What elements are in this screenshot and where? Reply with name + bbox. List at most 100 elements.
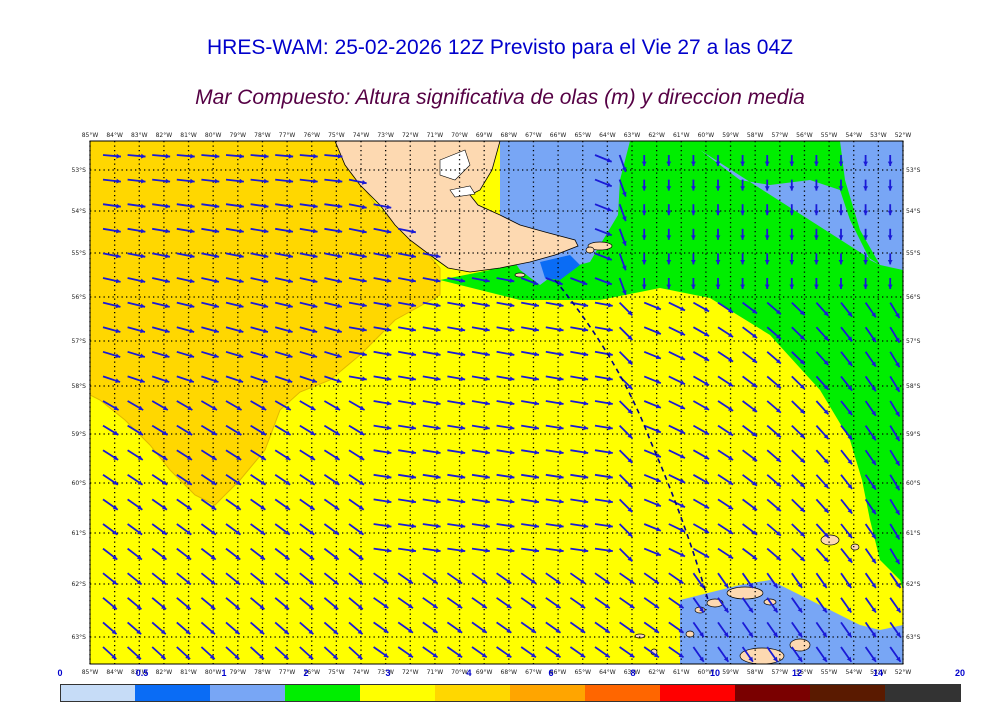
wave-arrow — [815, 449, 830, 465]
colorbar-segment-6 — [510, 684, 586, 701]
wave-arrow — [471, 621, 488, 634]
wave-arrow — [250, 375, 268, 383]
wave-arrow — [815, 400, 830, 415]
wave-arrow — [299, 449, 316, 461]
wave-arrow — [102, 400, 120, 411]
wave-arrow — [618, 351, 633, 366]
wave-arrow — [641, 278, 647, 289]
wave-arrow — [766, 523, 782, 537]
wave-arrow — [324, 153, 343, 159]
colorbar-segment-11 — [885, 684, 961, 701]
wave-arrow — [274, 350, 293, 359]
wave-arrow — [127, 621, 142, 635]
wave-arrow — [299, 523, 315, 536]
wave-arrow — [668, 326, 686, 336]
wave-arrow — [225, 572, 241, 586]
wave-arrow — [791, 646, 803, 663]
wave-arrow — [742, 523, 758, 536]
wave-arrow — [791, 572, 803, 589]
lon-label-bottom-3: 82°W — [156, 669, 173, 676]
wave-arrow — [201, 301, 220, 309]
wave-arrow — [225, 301, 244, 309]
colorbar-segment-5 — [435, 684, 511, 701]
wave-arrow — [814, 155, 819, 166]
wave-arrow — [176, 375, 195, 383]
wave-arrow — [618, 424, 633, 439]
wave-arrow — [496, 572, 512, 585]
wave-arrow — [201, 350, 219, 359]
wave-arrow — [889, 449, 901, 467]
wave-arrow — [496, 498, 515, 504]
wave-arrow — [643, 375, 662, 385]
wave-arrow — [666, 155, 672, 166]
wave-arrow — [766, 351, 782, 365]
wave-arrow — [889, 597, 902, 614]
wave-arrow — [397, 572, 414, 585]
wave-arrow — [422, 547, 441, 553]
wave-arrow — [471, 326, 490, 332]
wave-arrow — [545, 597, 562, 609]
wave-arrow — [840, 375, 853, 392]
wave-arrow — [422, 498, 441, 504]
wave-arrow — [717, 449, 734, 461]
wave-arrow — [840, 646, 853, 663]
wave-arrow — [766, 424, 782, 438]
wave-arrow — [740, 228, 745, 240]
wave-arrow — [250, 498, 266, 511]
wave-arrow — [641, 155, 647, 166]
wave-arrow — [176, 400, 193, 411]
lon-label-bottom-19: 66°W — [550, 669, 567, 676]
wave-arrow — [618, 179, 627, 197]
wave-arrow — [471, 301, 490, 308]
wave-arrow — [151, 498, 168, 511]
colorbar-tick-label: 3 — [385, 668, 391, 678]
wave-arrow — [643, 597, 660, 609]
wave-arrow — [692, 646, 705, 663]
wave-arrow — [668, 473, 686, 484]
colorbar-tick-label: 10 — [709, 668, 721, 678]
wave-arrow — [250, 449, 267, 461]
wave-arrow — [447, 400, 466, 406]
lon-label-top-32: 53°W — [870, 132, 887, 139]
latitude-labels: 53°S 53°S 54°S 54°S 55°S 55°S 56°S 56°S 57°S 57°S… — [72, 167, 921, 641]
wave-arrow — [176, 597, 192, 611]
wave-arrow — [641, 228, 647, 240]
lat-label-right-3: 56°S — [906, 294, 921, 301]
wave-arrow — [545, 547, 564, 553]
wave-arrow — [594, 449, 613, 455]
wave-arrow — [889, 523, 901, 540]
wave-arrow — [323, 547, 340, 561]
wave-arrow — [127, 400, 144, 411]
wave-arrow — [668, 424, 686, 435]
lon-label-top-11: 74°W — [353, 132, 370, 139]
wave-arrow — [715, 179, 721, 191]
wave-arrow — [643, 621, 660, 634]
wave-arrow — [446, 572, 463, 585]
wave-arrow — [422, 646, 439, 659]
wave-arrow — [887, 204, 893, 216]
wave-arrow — [521, 400, 540, 406]
zone-0.5-1m — [540, 255, 580, 280]
wave-arrow — [594, 154, 613, 163]
wave-arrow — [225, 203, 244, 209]
longitude-labels: 85°W 85°W 84°W 84°W 83°W 83°W 82°W 82°W 81°W 81°W… — [82, 132, 912, 676]
wave-arrow — [250, 523, 266, 536]
colorbar-segment-3 — [285, 684, 361, 701]
lon-label-bottom-32: 53°W — [870, 669, 887, 676]
wave-arrow — [373, 252, 392, 259]
wave-arrow — [274, 498, 291, 511]
wave-arrow — [176, 424, 193, 436]
wave-arrow — [447, 473, 466, 480]
wave-arrow — [176, 326, 195, 334]
wave-arrow — [742, 326, 758, 339]
lon-label-top-28: 57°W — [772, 132, 789, 139]
wave-arrow — [323, 597, 339, 611]
wave-arrow — [102, 424, 119, 436]
wave-arrow — [324, 301, 343, 309]
wave-arrow — [569, 646, 586, 659]
wave-arrow — [594, 277, 613, 286]
wave-arrow — [840, 597, 853, 614]
wave-arrow — [691, 228, 696, 240]
wave-arrow — [200, 547, 217, 561]
wave-arrow — [447, 301, 466, 308]
